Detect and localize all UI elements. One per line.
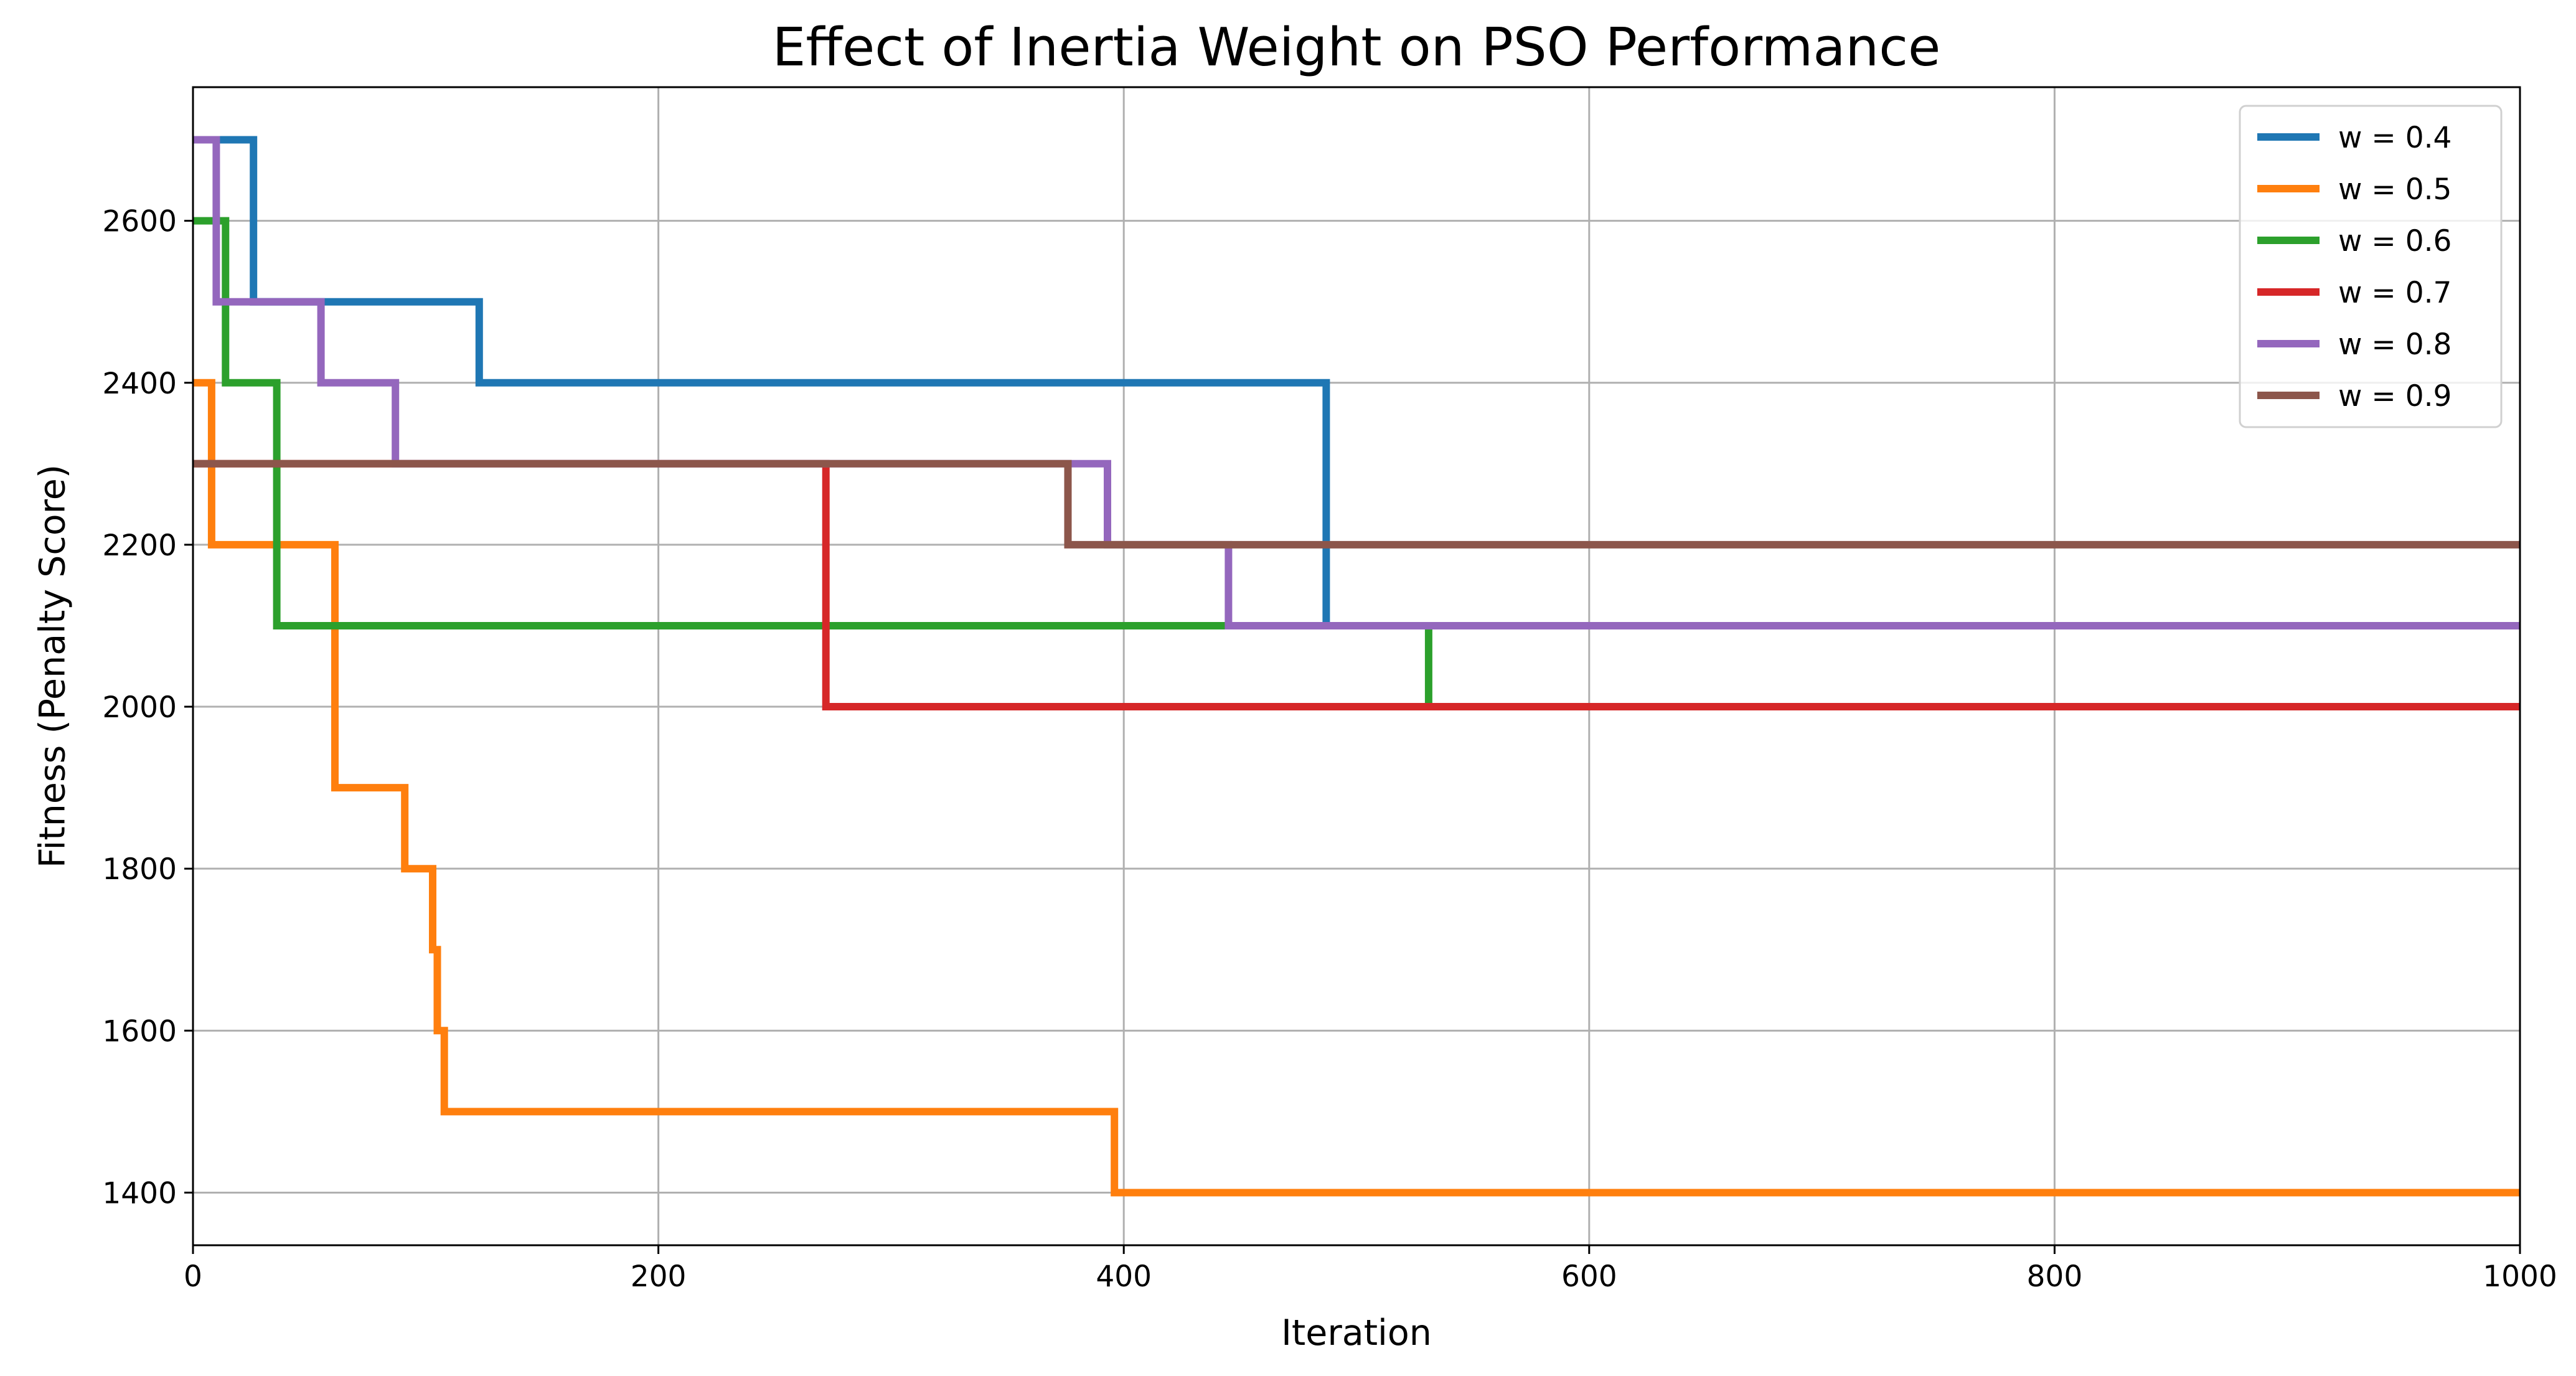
chart-title: Effect of Inertia Weight on PSO Performa… — [773, 17, 1941, 78]
legend-label: w = 0.4 — [2338, 121, 2451, 155]
y-tick-label: 1800 — [102, 852, 177, 887]
grid-lines — [192, 87, 2521, 1245]
x-tick-label: 400 — [1096, 1260, 1152, 1294]
x-axis-ticks: 0 200 400 600 800 1000 — [184, 1245, 2557, 1294]
y-tick-label: 1600 — [102, 1014, 177, 1048]
x-tick-label: 1000 — [2483, 1260, 2557, 1294]
legend: w = 0.4 w = 0.5 w = 0.6 w = 0.7 w = 0.8 w = 0… — [2239, 105, 2503, 428]
series-lines — [193, 136, 2520, 1197]
y-axis-title: Fitness (Penalty Score) — [32, 464, 73, 868]
series-line-4 — [193, 459, 2520, 710]
legend-label: w = 0.7 — [2338, 276, 2451, 310]
x-tick-label: 0 — [184, 1260, 202, 1294]
series-line-1 — [193, 136, 2520, 629]
y-tick-label: 2600 — [102, 205, 177, 239]
legend-label: w = 0.9 — [2338, 379, 2451, 413]
y-tick-label: 2200 — [102, 529, 177, 563]
series-line-2 — [193, 379, 2520, 1197]
x-tick-label: 600 — [1561, 1260, 1617, 1294]
y-axis-ticks: 1400 1600 1800 2000 2200 2400 2600 — [102, 205, 193, 1210]
y-tick-label: 1400 — [102, 1176, 177, 1210]
plot-area-frame — [192, 86, 2521, 1246]
series-line-6 — [193, 459, 2520, 549]
legend-label: w = 0.6 — [2338, 224, 2451, 258]
legend-label: w = 0.5 — [2338, 172, 2451, 207]
x-tick-label: 800 — [2027, 1260, 2083, 1294]
x-axis-title: Iteration — [1281, 1312, 1432, 1354]
series-line-3 — [193, 217, 2520, 710]
legend-label: w = 0.8 — [2338, 328, 2451, 362]
y-tick-label: 2400 — [102, 367, 177, 401]
y-tick-label: 2000 — [102, 690, 177, 725]
x-tick-label: 200 — [631, 1260, 687, 1294]
